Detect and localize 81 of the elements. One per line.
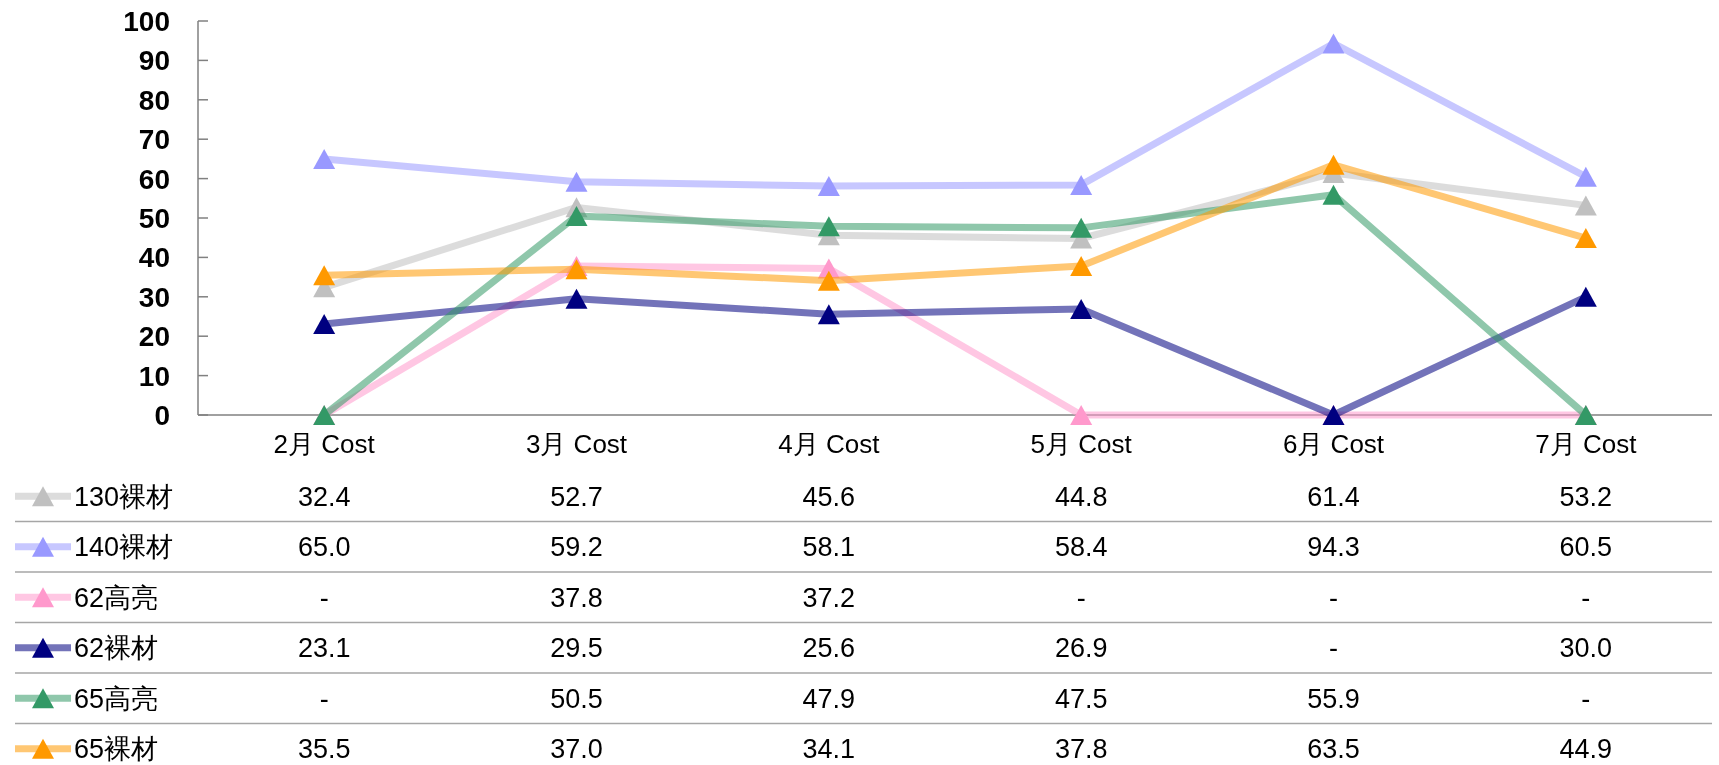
data-label: 50.5 bbox=[550, 683, 603, 714]
legend-label: 62裸材 bbox=[74, 633, 159, 664]
point bbox=[313, 265, 336, 286]
point bbox=[817, 304, 840, 325]
data-label: 37.8 bbox=[1054, 734, 1108, 765]
x-tick-label: 2月 Cost bbox=[273, 429, 376, 460]
data-label: - bbox=[1076, 582, 1086, 613]
data-label: 94.3 bbox=[1307, 532, 1360, 563]
point bbox=[565, 206, 588, 227]
x-tick-label: 7月 Cost bbox=[1535, 429, 1638, 460]
y-tick-label: 0 bbox=[154, 400, 170, 432]
point bbox=[817, 176, 840, 197]
data-label: - bbox=[1581, 683, 1591, 714]
point bbox=[1070, 299, 1093, 320]
y-tick-label: 70 bbox=[138, 124, 170, 156]
data-label: 23.1 bbox=[297, 633, 351, 664]
data-label: 35.5 bbox=[297, 734, 351, 765]
data-label: 25.6 bbox=[802, 633, 856, 664]
point bbox=[1070, 217, 1093, 238]
data-label: 52.7 bbox=[550, 481, 603, 512]
point bbox=[313, 313, 336, 334]
data-label: 55.9 bbox=[1307, 683, 1360, 714]
x-tick-label: 6月 Cost bbox=[1282, 429, 1385, 460]
point bbox=[1070, 174, 1093, 195]
data-label: 58.1 bbox=[802, 532, 856, 563]
data-label: 60.5 bbox=[1559, 532, 1613, 563]
point bbox=[565, 288, 588, 309]
y-tick-label: 50 bbox=[138, 203, 170, 235]
legend-label: 65裸材 bbox=[74, 734, 159, 765]
data-label: 30.0 bbox=[1559, 633, 1613, 664]
data-label: 37.8 bbox=[550, 582, 603, 613]
x-tick-label: 3月 Cost bbox=[525, 429, 628, 460]
data-label: 59.2 bbox=[550, 532, 603, 563]
data-label: - bbox=[1329, 582, 1338, 613]
data-label: 44.8 bbox=[1054, 481, 1108, 512]
data-label: 26.9 bbox=[1054, 633, 1108, 664]
data-label: 61.4 bbox=[1307, 481, 1360, 512]
y-tick-label: 90 bbox=[138, 45, 170, 77]
point bbox=[1322, 154, 1345, 175]
point bbox=[1574, 166, 1597, 187]
point bbox=[1322, 33, 1345, 54]
point bbox=[1070, 405, 1093, 425]
y-tick-label: 20 bbox=[138, 321, 170, 353]
data-label: - bbox=[319, 683, 329, 714]
legend-label: 140裸材 bbox=[74, 532, 174, 563]
data-label: 58.4 bbox=[1054, 532, 1108, 563]
data-label: - bbox=[1581, 582, 1591, 613]
point bbox=[1574, 228, 1597, 249]
y-tick-label: 60 bbox=[138, 163, 170, 195]
x-tick-label: 4月 Cost bbox=[778, 429, 881, 460]
data-label: 45.6 bbox=[802, 481, 856, 512]
point bbox=[1574, 286, 1597, 307]
x-tick-label: 5月 Cost bbox=[1030, 429, 1133, 460]
point bbox=[313, 148, 336, 169]
point bbox=[817, 270, 840, 291]
point bbox=[817, 216, 840, 237]
point bbox=[1070, 256, 1093, 277]
legend-label: 130裸材 bbox=[74, 481, 174, 512]
y-tick-label: 10 bbox=[138, 360, 170, 392]
point bbox=[565, 171, 588, 192]
data-label: 37.2 bbox=[802, 582, 856, 613]
data-label: - bbox=[1329, 633, 1338, 664]
data-label: 44.9 bbox=[1559, 734, 1613, 765]
y-tick-label: 40 bbox=[138, 242, 170, 274]
data-label: 63.5 bbox=[1307, 734, 1360, 765]
data-label: 65.0 bbox=[297, 532, 351, 563]
data-label: 29.5 bbox=[550, 633, 603, 664]
data-label: 34.1 bbox=[802, 734, 856, 765]
point bbox=[1574, 195, 1597, 216]
y-tick-label: 30 bbox=[138, 281, 170, 313]
data-label: 32.4 bbox=[297, 481, 351, 512]
data-label: 37.0 bbox=[550, 734, 603, 765]
y-tick-label: 100 bbox=[123, 6, 170, 38]
data-label: 47.5 bbox=[1054, 683, 1108, 714]
point bbox=[1322, 184, 1345, 205]
y-tick-label: 80 bbox=[138, 84, 170, 116]
legend-label: 62高亮 bbox=[74, 582, 159, 613]
data-label: 47.9 bbox=[802, 683, 856, 714]
legend-label: 65高亮 bbox=[74, 683, 159, 714]
data-label: - bbox=[319, 582, 329, 613]
data-label: 53.2 bbox=[1559, 481, 1613, 512]
